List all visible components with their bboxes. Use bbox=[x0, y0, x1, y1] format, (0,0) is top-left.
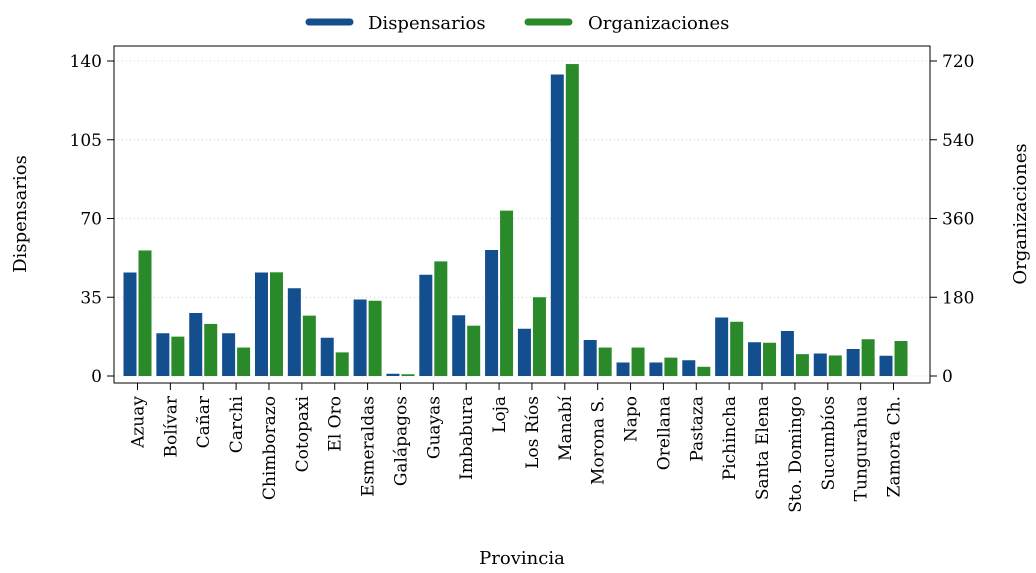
bar-organizaciones bbox=[204, 323, 218, 376]
bar-organizaciones bbox=[500, 210, 514, 377]
y-axis-right: 0 180 360 540 720 bbox=[930, 52, 974, 387]
bar-dispensarios bbox=[583, 340, 597, 376]
y-right-tick-label: 360 bbox=[942, 210, 974, 230]
x-tick-label: Tungurahua bbox=[852, 396, 872, 501]
bar-dispensarios bbox=[813, 353, 827, 376]
bar-organizaciones bbox=[434, 261, 448, 377]
x-tick-label: Chimborazo bbox=[260, 396, 280, 500]
bar-dispensarios bbox=[386, 373, 400, 376]
bar-dispensarios bbox=[320, 337, 334, 376]
bar-dispensarios bbox=[616, 362, 630, 376]
bar-organizaciones bbox=[664, 357, 678, 377]
bar-dispensarios bbox=[682, 360, 696, 376]
legend-label-organizaciones: Organizaciones bbox=[588, 13, 729, 34]
x-tick-label: Los Ríos bbox=[523, 396, 543, 469]
bar-dispensarios bbox=[649, 362, 663, 376]
x-tick-label: Cotopaxi bbox=[293, 395, 313, 472]
legend-label-dispensarios: Dispensarios bbox=[368, 13, 486, 34]
bar-organizaciones bbox=[302, 315, 316, 377]
y-right-tick-label: 180 bbox=[942, 288, 974, 308]
bar-dispensarios bbox=[517, 328, 531, 376]
bar-organizaciones bbox=[368, 300, 382, 376]
bar-dispensarios bbox=[123, 272, 137, 376]
bar-organizaciones bbox=[532, 297, 546, 376]
bar-organizaciones bbox=[697, 366, 711, 376]
x-tick-label: Morona S. bbox=[589, 396, 609, 485]
x-tick-label: El Oro bbox=[326, 396, 346, 452]
x-tick-label: Esmeraldas bbox=[359, 396, 379, 497]
y-axis-left: 0 35 70 105 140 bbox=[70, 52, 114, 387]
plot-frame bbox=[113, 45, 931, 384]
legend: Dispensarios Organizaciones bbox=[305, 13, 729, 34]
bar-dispensarios bbox=[846, 349, 860, 376]
bar-organizaciones bbox=[467, 325, 481, 376]
bar-dispensarios bbox=[452, 315, 466, 376]
bar-dispensarios bbox=[485, 250, 499, 376]
y-left-tick-label: 140 bbox=[70, 52, 102, 72]
x-tick-label: Galápagos bbox=[391, 396, 411, 486]
bar-organizaciones bbox=[171, 336, 185, 377]
y-left-tick-label: 35 bbox=[80, 288, 102, 308]
x-tick-label: Sucumbíos bbox=[819, 396, 839, 490]
bar-dispensarios bbox=[879, 355, 893, 376]
bar-dispensarios bbox=[287, 288, 301, 376]
x-tick-label: Loja bbox=[490, 396, 510, 433]
x-tick-label: Guayas bbox=[424, 396, 444, 459]
y-left-tick-label: 70 bbox=[80, 210, 102, 230]
bar-dispensarios bbox=[748, 342, 762, 376]
y-left-tick-label: 0 bbox=[91, 367, 102, 387]
bar-organizaciones bbox=[861, 339, 875, 376]
y-right-tick-label: 720 bbox=[942, 52, 974, 72]
bar-dispensarios bbox=[780, 331, 794, 376]
bar-organizaciones bbox=[138, 250, 152, 376]
bar-organizaciones bbox=[631, 347, 645, 376]
y-right-tick-label: 0 bbox=[942, 367, 953, 387]
x-tick-label: Bolívar bbox=[161, 395, 181, 457]
x-tick-label: Napo bbox=[622, 396, 642, 442]
bars bbox=[123, 64, 908, 377]
y-axis-left-title: Dispensarios bbox=[10, 155, 31, 273]
bar-dispensarios bbox=[419, 274, 433, 376]
bar-dispensarios bbox=[550, 74, 564, 376]
x-tick-label: Pastaza bbox=[687, 396, 707, 462]
bar-organizaciones bbox=[763, 342, 777, 376]
bar-organizaciones bbox=[237, 347, 251, 376]
x-tick-label: Manabí bbox=[556, 395, 576, 461]
bar-dispensarios bbox=[156, 333, 170, 376]
bar-organizaciones bbox=[401, 374, 415, 376]
x-tick-label: Azuay bbox=[129, 396, 149, 449]
x-tick-label: Sto. Domingo bbox=[786, 396, 806, 513]
bar-dispensarios bbox=[254, 272, 268, 376]
bar-organizaciones bbox=[598, 347, 612, 376]
bar-dispensarios bbox=[222, 333, 236, 376]
bar-organizaciones bbox=[269, 272, 283, 376]
bar-organizaciones bbox=[828, 355, 842, 376]
x-tick-label: Zamora Ch. bbox=[885, 396, 905, 497]
bar-organizaciones bbox=[894, 341, 908, 376]
y-axis-right-title: Organizaciones bbox=[1010, 143, 1031, 284]
bar-dispensarios bbox=[189, 313, 203, 376]
bar-dispensarios bbox=[715, 317, 729, 376]
x-tick-label: Pichincha bbox=[720, 396, 740, 480]
bar-organizaciones bbox=[565, 64, 579, 376]
bar-organizaciones bbox=[795, 354, 809, 377]
x-axis-title: Provincia bbox=[479, 548, 565, 569]
grid-lines bbox=[114, 60, 930, 377]
bar-organizaciones bbox=[730, 321, 744, 376]
y-left-tick-label: 105 bbox=[70, 131, 102, 151]
x-tick-label: Orellana bbox=[654, 396, 674, 470]
x-axis: Azuay Bolívar Cañar Carchi Chimborazo Cotopax… bbox=[129, 383, 905, 513]
x-tick-label: Cañar bbox=[194, 395, 214, 448]
x-tick-label: Carchi bbox=[227, 395, 247, 453]
bar-organizaciones bbox=[335, 352, 349, 377]
y-right-tick-label: 540 bbox=[942, 131, 974, 151]
x-tick-label: Santa Elena bbox=[753, 396, 773, 500]
x-tick-label: Imbabura bbox=[457, 396, 477, 480]
bar-dispensarios bbox=[353, 299, 367, 376]
